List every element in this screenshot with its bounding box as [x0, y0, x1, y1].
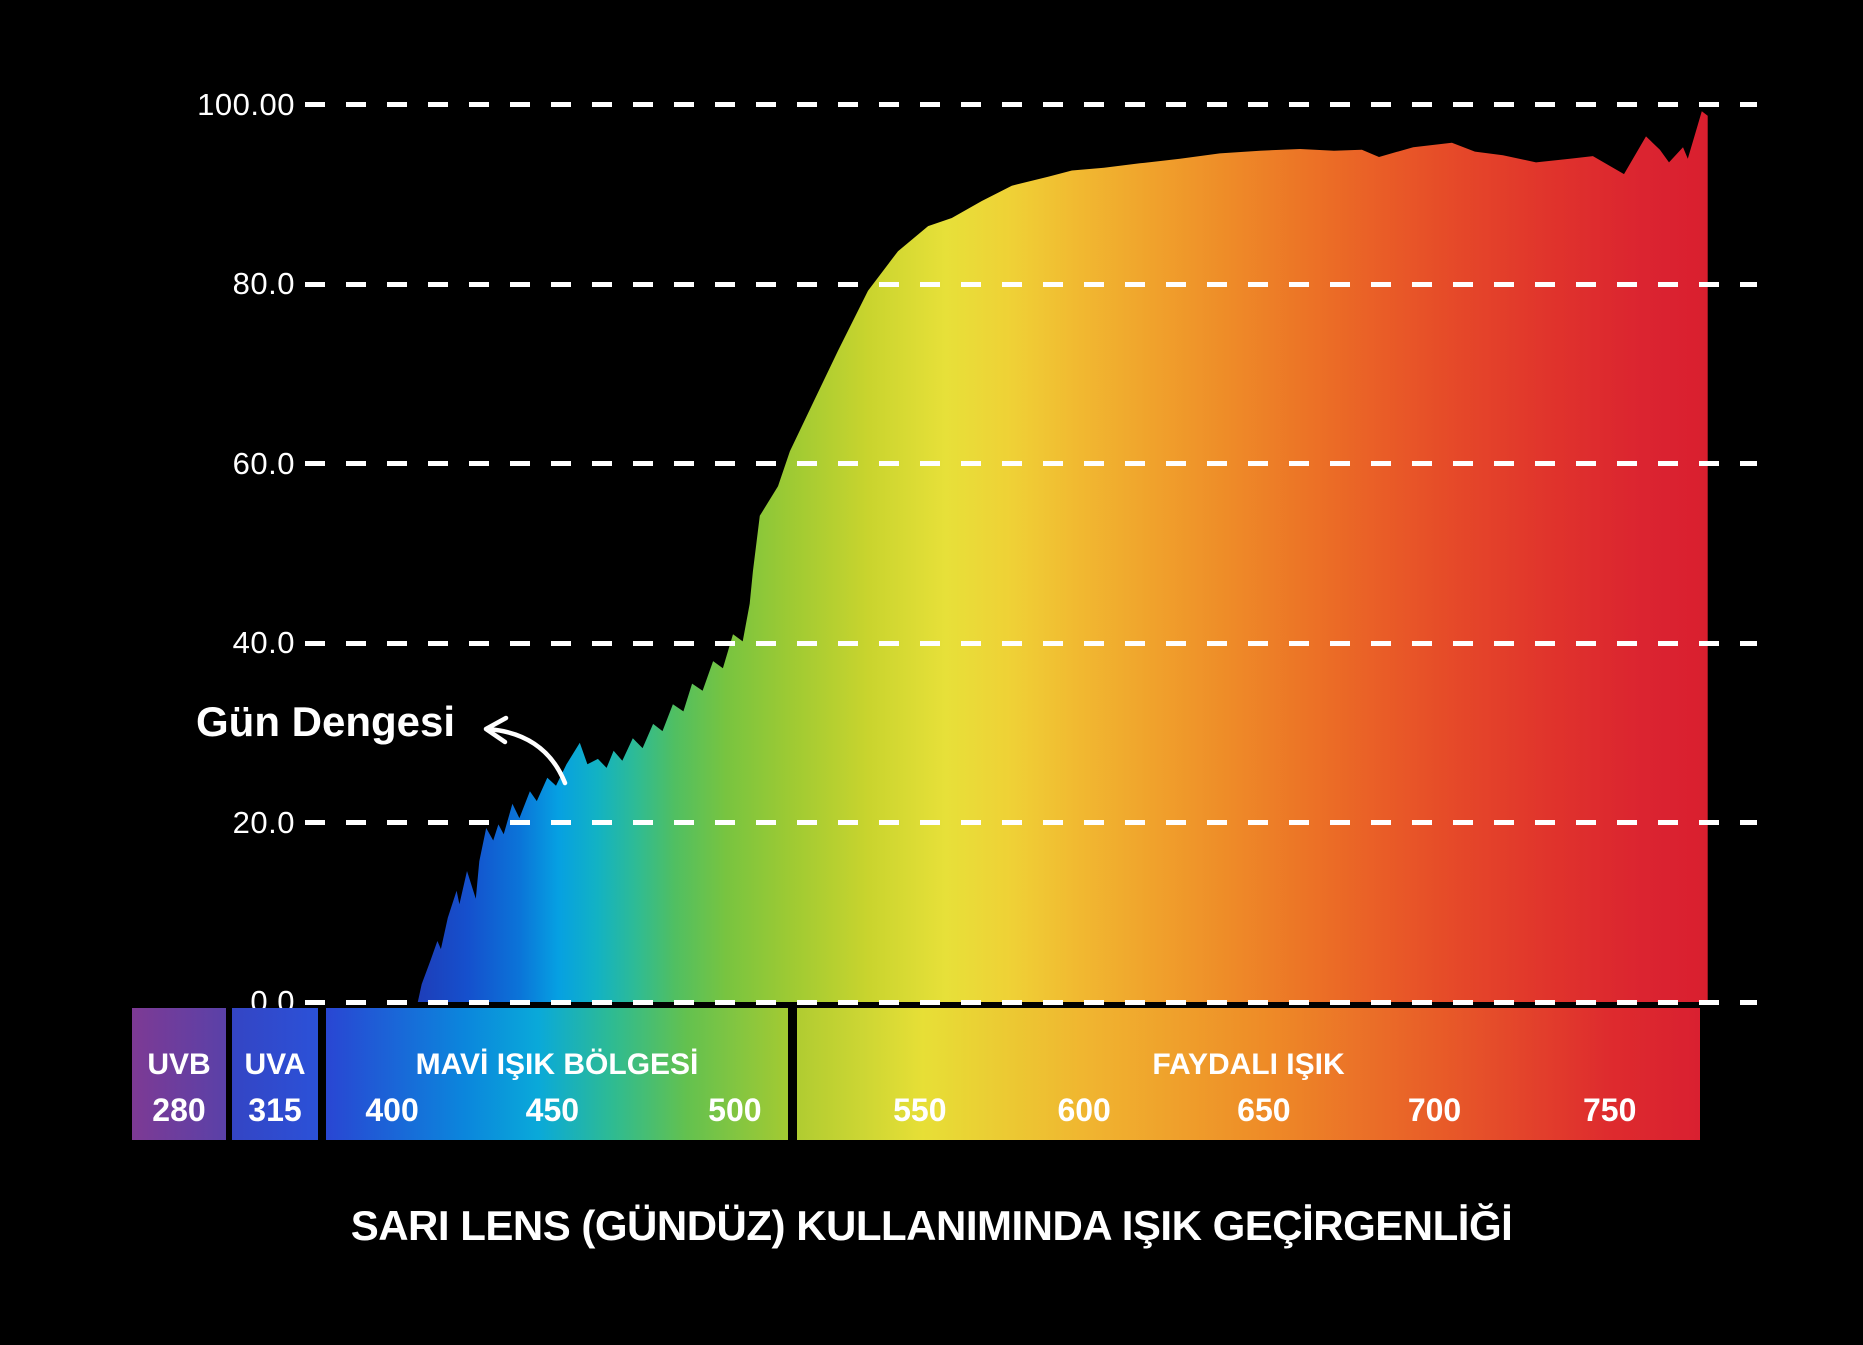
band-useful-light: FAYDALI IŞIK 550 600 650 700 750 — [797, 1008, 1700, 1140]
band-tick-650: 650 — [1237, 1092, 1291, 1128]
y-tick-60: 60.0 — [232, 446, 295, 481]
band-tick-500: 500 — [708, 1092, 762, 1128]
band-uvb-tick-280: 280 — [152, 1092, 206, 1128]
gridline-20 — [305, 820, 1757, 825]
band-uva: UVA 315 — [232, 1008, 318, 1140]
band-uvb-name: UVB — [147, 1048, 211, 1081]
y-tick-20: 20.0 — [232, 805, 295, 840]
gridline-80 — [305, 282, 1757, 287]
band-tick-750: 750 — [1582, 1092, 1637, 1128]
band-tick-600: 600 — [1057, 1092, 1111, 1128]
spectrum-area-curve — [417, 111, 1708, 1003]
gridline-0 — [305, 1000, 1757, 1005]
band-uvb: UVB 280 — [132, 1008, 226, 1140]
annotation-label: Gün Dengesi — [196, 698, 456, 745]
y-tick-80: 80.0 — [232, 266, 295, 301]
band-tick-550: 550 — [893, 1092, 947, 1128]
gridline-60 — [305, 461, 1757, 466]
band-uva-tick-315: 315 — [248, 1092, 302, 1128]
band-tick-700: 700 — [1407, 1092, 1462, 1128]
page-title: SARI LENS (GÜNDÜZ) KULLANIMINDA IŞIK GEÇ… — [350, 1202, 1513, 1249]
band-tick-450: 450 — [525, 1092, 580, 1128]
band-blue-light-name: MAVİ IŞIK BÖLGESİ — [415, 1048, 699, 1081]
gridline-40 — [305, 641, 1757, 646]
y-tick-100: 100.00 — [197, 87, 295, 122]
band-useful-light-name: FAYDALI IŞIK — [1152, 1048, 1345, 1081]
gridline-100 — [305, 102, 1757, 107]
band-uva-name: UVA — [244, 1048, 306, 1081]
band-blue-light: MAVİ IŞIK BÖLGESİ 400 450 500 — [326, 1008, 788, 1140]
annotation-arrow — [483, 715, 568, 786]
y-tick-40: 40.0 — [232, 625, 295, 660]
band-tick-400: 400 — [365, 1092, 419, 1128]
